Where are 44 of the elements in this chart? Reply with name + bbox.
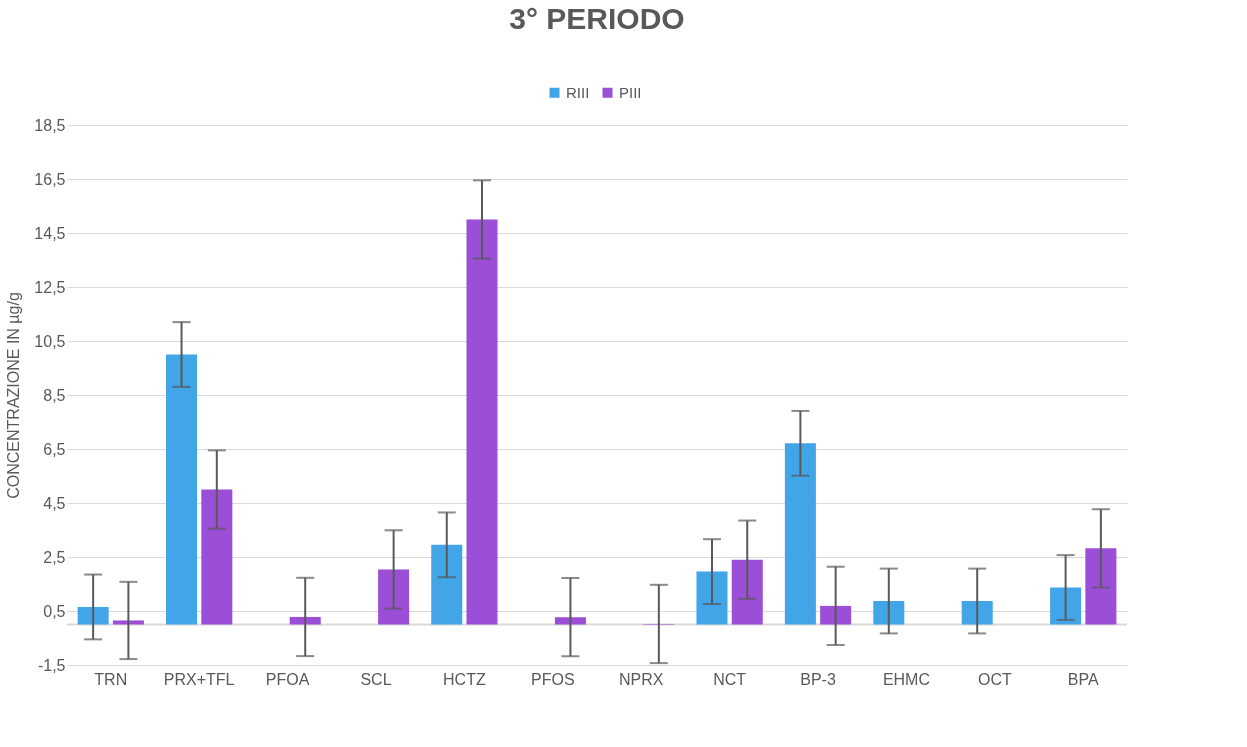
bar: [1085, 548, 1117, 625]
bar: [431, 544, 463, 625]
bar: [201, 489, 233, 625]
x-tick-label: PFOS: [531, 670, 575, 688]
bar: [820, 605, 852, 625]
bar: [166, 354, 198, 625]
bar: [961, 601, 993, 625]
legend-label: PIII: [619, 83, 642, 101]
bar: [112, 620, 144, 625]
y-tick-label: 2,5: [43, 548, 66, 566]
chart-title: 3° PERIODO: [509, 2, 685, 35]
bar: [378, 569, 410, 625]
y-tick-label: 8,5: [43, 386, 66, 404]
y-tick-label: 6,5: [43, 440, 66, 458]
x-tick-label: SCL: [360, 670, 392, 688]
bar: [873, 601, 905, 625]
x-tick-label: PFOA: [265, 670, 310, 688]
x-tick-label: HCTZ: [443, 670, 486, 688]
x-tick-label: EHMC: [882, 670, 930, 688]
y-axis-title: CONCENTRAZIONE IN µg/g: [5, 292, 23, 499]
y-tick-label: -1,5: [37, 656, 66, 674]
bar: [466, 219, 498, 625]
y-tick-label: 0,5: [43, 602, 66, 620]
y-tick-label: 14,5: [34, 224, 66, 242]
x-tick-label: BP-3: [800, 670, 836, 688]
bar: [77, 606, 109, 625]
x-tick-label: NCT: [713, 670, 747, 688]
y-tick-label: 10,5: [34, 332, 66, 350]
y-tick-label: 18,5: [34, 116, 66, 134]
x-tick-label: OCT: [977, 670, 1012, 688]
y-tick-label: 12,5: [34, 278, 66, 296]
y-tick-label: 4,5: [43, 494, 66, 512]
bar: [554, 617, 586, 625]
bar: [784, 443, 816, 625]
y-tick-label: 16,5: [34, 170, 66, 188]
x-tick-label: BPA: [1067, 670, 1099, 688]
bar: [731, 559, 763, 625]
legend-label: RIII: [566, 83, 590, 101]
x-tick-label: TRN: [94, 670, 128, 688]
bar: [289, 616, 321, 625]
x-tick-label: NPRX: [618, 670, 664, 688]
x-tick-label: PRX+TFL: [163, 670, 235, 688]
bar: [696, 571, 728, 625]
bar: [1050, 587, 1082, 625]
